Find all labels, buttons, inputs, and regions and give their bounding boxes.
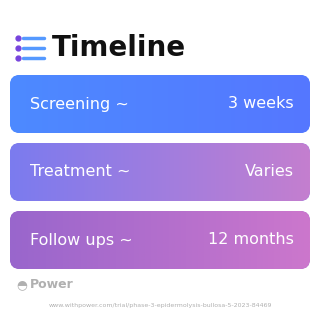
FancyBboxPatch shape [10,75,310,133]
Text: www.withpower.com/trial/phase-3-epidermolysis-bullosa-5-2023-84469: www.withpower.com/trial/phase-3-epidermo… [48,302,272,307]
FancyBboxPatch shape [10,143,310,201]
Text: Power: Power [30,279,74,291]
Text: Treatment ~: Treatment ~ [30,164,131,180]
Text: ◓: ◓ [16,279,27,291]
Text: 3 weeks: 3 weeks [228,96,294,112]
Text: Follow ups ~: Follow ups ~ [30,232,133,248]
Text: Varies: Varies [245,164,294,180]
FancyBboxPatch shape [10,211,310,269]
Text: Timeline: Timeline [52,34,186,62]
Text: Screening ~: Screening ~ [30,96,129,112]
Text: 12 months: 12 months [208,232,294,248]
